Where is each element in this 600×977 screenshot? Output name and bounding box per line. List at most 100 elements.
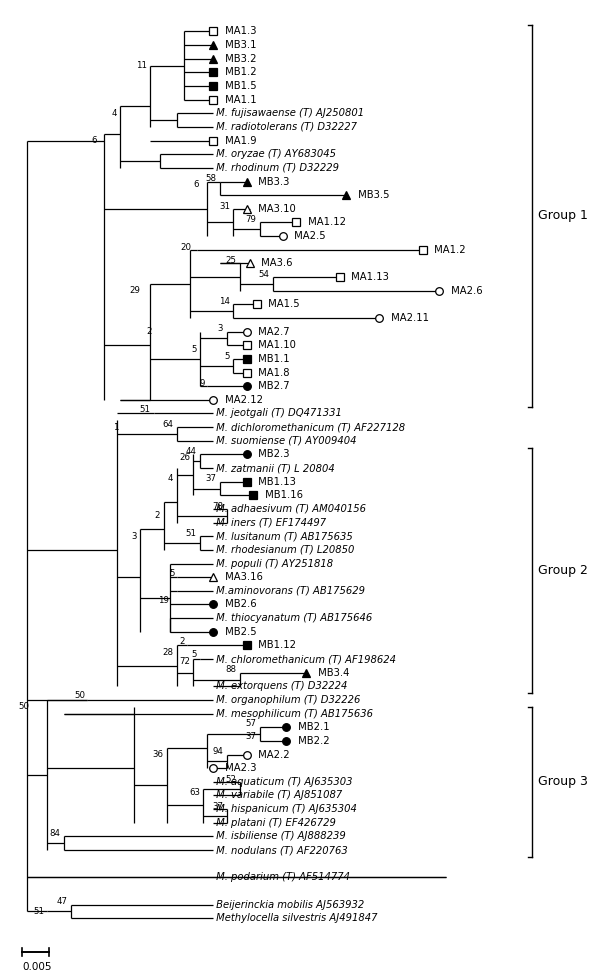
Text: 36: 36 <box>152 750 164 759</box>
Text: MA1.8: MA1.8 <box>255 367 289 377</box>
Text: 31: 31 <box>219 201 230 211</box>
Text: MA3.10: MA3.10 <box>255 204 296 214</box>
Text: MB3.4: MB3.4 <box>315 667 349 678</box>
Text: 5: 5 <box>191 345 197 354</box>
Text: 51: 51 <box>139 404 151 414</box>
Text: 14: 14 <box>219 297 230 306</box>
Text: 11: 11 <box>136 61 147 70</box>
Text: 37: 37 <box>206 475 217 484</box>
Text: 26: 26 <box>179 452 190 461</box>
Text: MA3.16: MA3.16 <box>222 573 263 582</box>
Text: MB1.12: MB1.12 <box>255 640 296 651</box>
Text: Methylocella silvestris AJ491847: Methylocella silvestris AJ491847 <box>214 913 378 923</box>
Text: MB3.3: MB3.3 <box>255 177 289 187</box>
Text: M. dichloromethanicum (T) AF227128: M. dichloromethanicum (T) AF227128 <box>214 422 406 432</box>
Text: M. isbiliense (T) AJ888239: M. isbiliense (T) AJ888239 <box>214 831 346 841</box>
Text: 37: 37 <box>212 802 223 811</box>
Text: MB2.5: MB2.5 <box>222 627 256 637</box>
Text: MB2.2: MB2.2 <box>295 736 329 745</box>
Text: MB3.1: MB3.1 <box>222 40 256 50</box>
Text: M. thiocyanatum (T) AB175646: M. thiocyanatum (T) AB175646 <box>214 614 373 623</box>
Text: MA1.13: MA1.13 <box>348 272 389 282</box>
Text: M. adhaesivum (T) AM040156: M. adhaesivum (T) AM040156 <box>214 504 367 514</box>
Text: M. hispanicum (T) AJ635304: M. hispanicum (T) AJ635304 <box>214 804 357 814</box>
Text: MA1.1: MA1.1 <box>222 95 256 105</box>
Text: 78: 78 <box>212 502 223 511</box>
Text: M. populi (T) AY251818: M. populi (T) AY251818 <box>214 559 334 569</box>
Text: 2: 2 <box>155 511 160 521</box>
Text: 6: 6 <box>193 180 199 189</box>
Text: M. variabile (T) AJ851087: M. variabile (T) AJ851087 <box>214 790 343 800</box>
Text: 64: 64 <box>163 420 173 429</box>
Text: 5: 5 <box>191 651 197 659</box>
Text: M. nodulans (T) AF220763: M. nodulans (T) AF220763 <box>214 845 348 855</box>
Text: M. iners (T) EF174497: M. iners (T) EF174497 <box>214 518 326 528</box>
Text: MB3.5: MB3.5 <box>355 191 389 200</box>
Text: 4: 4 <box>168 475 173 484</box>
Text: 54: 54 <box>259 270 270 278</box>
Text: MA1.5: MA1.5 <box>265 299 299 310</box>
Text: M. podarium (T) AF514774: M. podarium (T) AF514774 <box>214 872 350 882</box>
Text: 47: 47 <box>56 898 67 907</box>
Text: MA2.12: MA2.12 <box>222 395 263 404</box>
Text: Beijerinckia mobilis AJ563932: Beijerinckia mobilis AJ563932 <box>214 900 365 910</box>
Text: 37: 37 <box>245 733 257 742</box>
Text: M. chloromethanicum (T) AF198624: M. chloromethanicum (T) AF198624 <box>214 654 397 664</box>
Text: 94: 94 <box>212 747 223 756</box>
Text: 52: 52 <box>226 775 236 784</box>
Text: M. fujisawaense (T) AJ250801: M. fujisawaense (T) AJ250801 <box>214 108 365 118</box>
Text: MA2.7: MA2.7 <box>255 326 290 337</box>
Text: 0.005: 0.005 <box>22 962 52 972</box>
Text: M. zatmanii (T) L 20804: M. zatmanii (T) L 20804 <box>214 463 335 473</box>
Text: MA2.5: MA2.5 <box>292 232 326 241</box>
Text: MA1.9: MA1.9 <box>222 136 256 146</box>
Text: 51: 51 <box>186 529 197 538</box>
Text: MB3.2: MB3.2 <box>222 54 256 64</box>
Text: Group 2: Group 2 <box>538 564 588 576</box>
Text: MB2.3: MB2.3 <box>255 449 289 459</box>
Text: M. organophilum (T) D32226: M. organophilum (T) D32226 <box>214 695 361 705</box>
Text: 2: 2 <box>179 637 185 646</box>
Text: M.aminovorans (T) AB175629: M.aminovorans (T) AB175629 <box>214 586 365 596</box>
Text: 57: 57 <box>245 719 257 728</box>
Text: MB2.7: MB2.7 <box>255 381 290 391</box>
Text: M. rhodinum (T) D32229: M. rhodinum (T) D32229 <box>214 163 340 173</box>
Text: 50: 50 <box>18 702 29 711</box>
Text: 19: 19 <box>158 596 169 605</box>
Text: 88: 88 <box>226 665 236 674</box>
Text: 4: 4 <box>112 108 117 118</box>
Text: MB1.13: MB1.13 <box>255 477 296 487</box>
Text: 72: 72 <box>179 658 190 666</box>
Text: M. oryzae (T) AY683045: M. oryzae (T) AY683045 <box>214 149 337 159</box>
Text: MB2.1: MB2.1 <box>295 722 329 733</box>
Text: 63: 63 <box>189 788 200 797</box>
Text: Group 1: Group 1 <box>538 209 588 222</box>
Text: 84: 84 <box>50 829 61 838</box>
Text: MB1.1: MB1.1 <box>255 354 290 363</box>
Text: MA1.12: MA1.12 <box>305 218 346 228</box>
Text: MA1.10: MA1.10 <box>255 340 296 351</box>
Text: MA2.6: MA2.6 <box>448 285 482 296</box>
Text: M. platani (T) EF426729: M. platani (T) EF426729 <box>214 818 336 828</box>
Text: MA2.11: MA2.11 <box>388 313 429 323</box>
Text: M. mesophilicum (T) AB175636: M. mesophilicum (T) AB175636 <box>214 708 373 719</box>
Text: MB2.6: MB2.6 <box>222 600 256 610</box>
Text: MA3.6: MA3.6 <box>258 258 293 269</box>
Text: M. rhodesianum (T) L20850: M. rhodesianum (T) L20850 <box>214 545 355 555</box>
Text: 9: 9 <box>200 379 205 388</box>
Text: 51: 51 <box>33 907 44 916</box>
Text: 3: 3 <box>218 324 223 333</box>
Text: 5: 5 <box>224 352 230 361</box>
Text: Group 3: Group 3 <box>538 776 588 788</box>
Text: M. aquaticum (T) AJ635303: M. aquaticum (T) AJ635303 <box>214 777 353 786</box>
Text: MB1.16: MB1.16 <box>262 490 302 500</box>
Text: MB1.5: MB1.5 <box>222 81 256 91</box>
Text: M. radiotolerans (T) D32227: M. radiotolerans (T) D32227 <box>214 122 358 132</box>
Text: MA2.2: MA2.2 <box>255 749 290 759</box>
Text: 50: 50 <box>74 692 86 701</box>
Text: 5: 5 <box>170 569 175 577</box>
Text: M. extorquens (T) D32224: M. extorquens (T) D32224 <box>214 681 348 692</box>
Text: 1: 1 <box>113 423 119 432</box>
Text: M. jeotgali (T) DQ471331: M. jeotgali (T) DQ471331 <box>214 408 342 418</box>
Text: 3: 3 <box>131 531 137 540</box>
